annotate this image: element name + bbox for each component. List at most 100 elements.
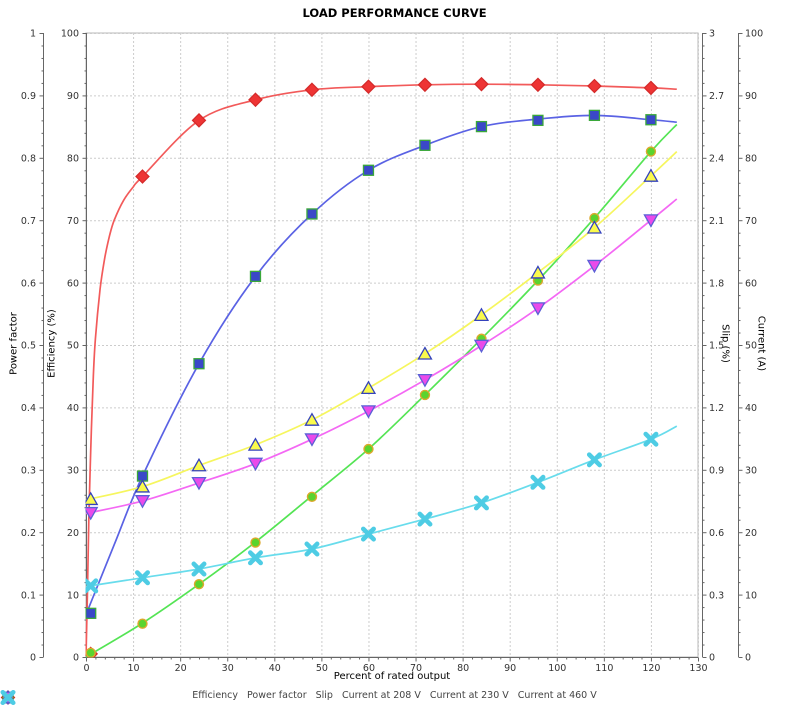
marker-triangle-down bbox=[85, 506, 99, 521]
curve-efficiency bbox=[85, 83, 677, 658]
marker-circle bbox=[419, 389, 431, 401]
axis-title-x: Percent of rated output bbox=[333, 671, 451, 682]
marker-circle bbox=[645, 146, 657, 157]
tick-label-power_factor: 0.7 bbox=[21, 216, 36, 227]
marker-triangle-up bbox=[85, 491, 99, 506]
marker-triangle-up bbox=[530, 265, 546, 279]
gridlines bbox=[86, 33, 699, 657]
axis-power-factor: 0 0.1 0.2 0.3 0.4 0.5 0.6 0.7 0.8 0.9 1 bbox=[21, 29, 44, 664]
marker-triangle-down bbox=[304, 433, 320, 447]
markers-slip bbox=[85, 146, 657, 658]
tick-label-x: 130 bbox=[689, 663, 707, 674]
markers-current-at-460-v bbox=[85, 431, 659, 594]
series-current-at-230-v bbox=[85, 198, 678, 521]
tick-label-x: 80 bbox=[457, 663, 469, 674]
marker-circle bbox=[363, 443, 374, 455]
tick-label-x: 50 bbox=[316, 663, 328, 674]
axis-efficiency: 0 10 20 30 40 50 60 70 80 90 100 bbox=[61, 29, 87, 664]
marker-square bbox=[475, 120, 488, 133]
series-current-at-208-v bbox=[85, 150, 678, 506]
marker-triangle-up bbox=[643, 168, 659, 182]
tick-label-slip: 1.8 bbox=[709, 278, 724, 289]
marker-diamond bbox=[135, 169, 150, 184]
marker-square bbox=[588, 109, 601, 122]
tick-label-efficiency: 90 bbox=[67, 91, 79, 102]
marker-triangle-down bbox=[586, 259, 603, 274]
legend-label: Efficiency bbox=[192, 690, 239, 701]
marker-diamond bbox=[530, 77, 546, 93]
tick-label-slip: 1.5 bbox=[709, 341, 724, 352]
legend-label: Current at 230 V bbox=[429, 690, 509, 701]
curve-current-at-460-v bbox=[85, 425, 678, 588]
marker-xmark bbox=[134, 570, 150, 586]
tick-label-power_factor: 0.6 bbox=[21, 278, 36, 289]
tick-label-x: 100 bbox=[548, 663, 566, 674]
curve-power-factor bbox=[85, 114, 677, 615]
marker-circle bbox=[85, 647, 96, 658]
marker-square bbox=[249, 270, 262, 283]
marker-xmark bbox=[360, 526, 376, 542]
marker-xmark bbox=[417, 511, 433, 527]
axis-slip: 0 0.3 0.6 0.9 1.2 1.5 1.8 2.1 2.4 2.7 3 bbox=[702, 29, 724, 664]
legend-item-current-at-460-v: Current at 460 V bbox=[0, 690, 597, 705]
tick-label-power_factor: 0.3 bbox=[21, 466, 36, 477]
tick-label-power_factor: 1 bbox=[30, 29, 36, 40]
legend-marker-xmark-icon bbox=[0, 690, 16, 705]
legend-item-slip: Slip bbox=[2, 690, 333, 703]
marker-xmark bbox=[530, 474, 546, 490]
marker-circle bbox=[193, 579, 205, 590]
legend-label: Slip bbox=[315, 690, 333, 701]
marker-triangle-up bbox=[134, 479, 151, 493]
marker-diamond bbox=[587, 78, 602, 94]
tick-label-power_factor: 0.8 bbox=[21, 154, 36, 165]
marker-triangle-down bbox=[247, 457, 264, 472]
marker-diamond bbox=[643, 80, 659, 96]
tick-label-slip: 2.1 bbox=[709, 216, 724, 227]
series-slip bbox=[85, 123, 678, 658]
marker-triangle-down bbox=[530, 302, 546, 316]
marker-triangle-down bbox=[360, 405, 377, 419]
tick-label-slip: 0.9 bbox=[709, 466, 724, 477]
marker-diamond bbox=[304, 82, 320, 98]
marker-xmark bbox=[304, 541, 320, 557]
legend-item-current-at-208-v: Current at 208 V bbox=[0, 690, 421, 704]
tick-label-slip: 2.4 bbox=[709, 154, 724, 165]
tick-label-current: 60 bbox=[745, 278, 757, 289]
tick-label-efficiency: 20 bbox=[67, 528, 79, 539]
axis-current: 0 10 20 30 40 50 60 70 80 90 100 bbox=[738, 29, 763, 664]
tick-label-x: 60 bbox=[363, 663, 375, 674]
tick-label-slip: 0.3 bbox=[709, 590, 724, 601]
tick-label-efficiency: 60 bbox=[67, 278, 79, 289]
marker-diamond bbox=[361, 79, 376, 95]
curve-slip bbox=[85, 123, 678, 658]
tick-label-power_factor: 0.4 bbox=[21, 403, 36, 414]
tick-label-x: 30 bbox=[222, 663, 234, 674]
tick-label-slip: 2.7 bbox=[709, 91, 724, 102]
marker-xmark bbox=[247, 550, 263, 566]
tick-label-efficiency: 70 bbox=[67, 216, 79, 227]
tick-label-x: 20 bbox=[175, 663, 187, 674]
marker-triangle-up bbox=[360, 380, 377, 395]
tick-label-current: 70 bbox=[745, 216, 757, 227]
legend-item-current-at-230-v: Current at 230 V bbox=[0, 690, 509, 705]
tick-label-current: 90 bbox=[745, 91, 757, 102]
series-efficiency bbox=[85, 76, 677, 658]
tick-label-current: 100 bbox=[745, 29, 763, 40]
series-power-factor bbox=[85, 109, 677, 619]
markers-current-at-230-v bbox=[85, 214, 659, 521]
tick-label-efficiency: 0 bbox=[73, 653, 79, 664]
marker-xmark bbox=[85, 578, 99, 594]
curve-current-at-208-v bbox=[85, 150, 678, 501]
tick-label-current: 30 bbox=[745, 466, 757, 477]
marker-square bbox=[193, 358, 205, 370]
marker-square bbox=[362, 164, 375, 176]
markers-efficiency bbox=[85, 76, 659, 658]
tick-label-efficiency: 40 bbox=[67, 403, 79, 414]
tick-label-efficiency: 30 bbox=[67, 466, 79, 477]
tick-label-power_factor: 0 bbox=[30, 653, 36, 664]
marker-circle bbox=[306, 491, 318, 503]
legend-label: Current at 460 V bbox=[517, 690, 597, 701]
tick-label-x: 70 bbox=[410, 663, 422, 674]
chart-canvas: 00.10.20.30.40.50.60.70.80.9101020304050… bbox=[21, 29, 763, 674]
tick-label-efficiency: 100 bbox=[61, 29, 79, 40]
